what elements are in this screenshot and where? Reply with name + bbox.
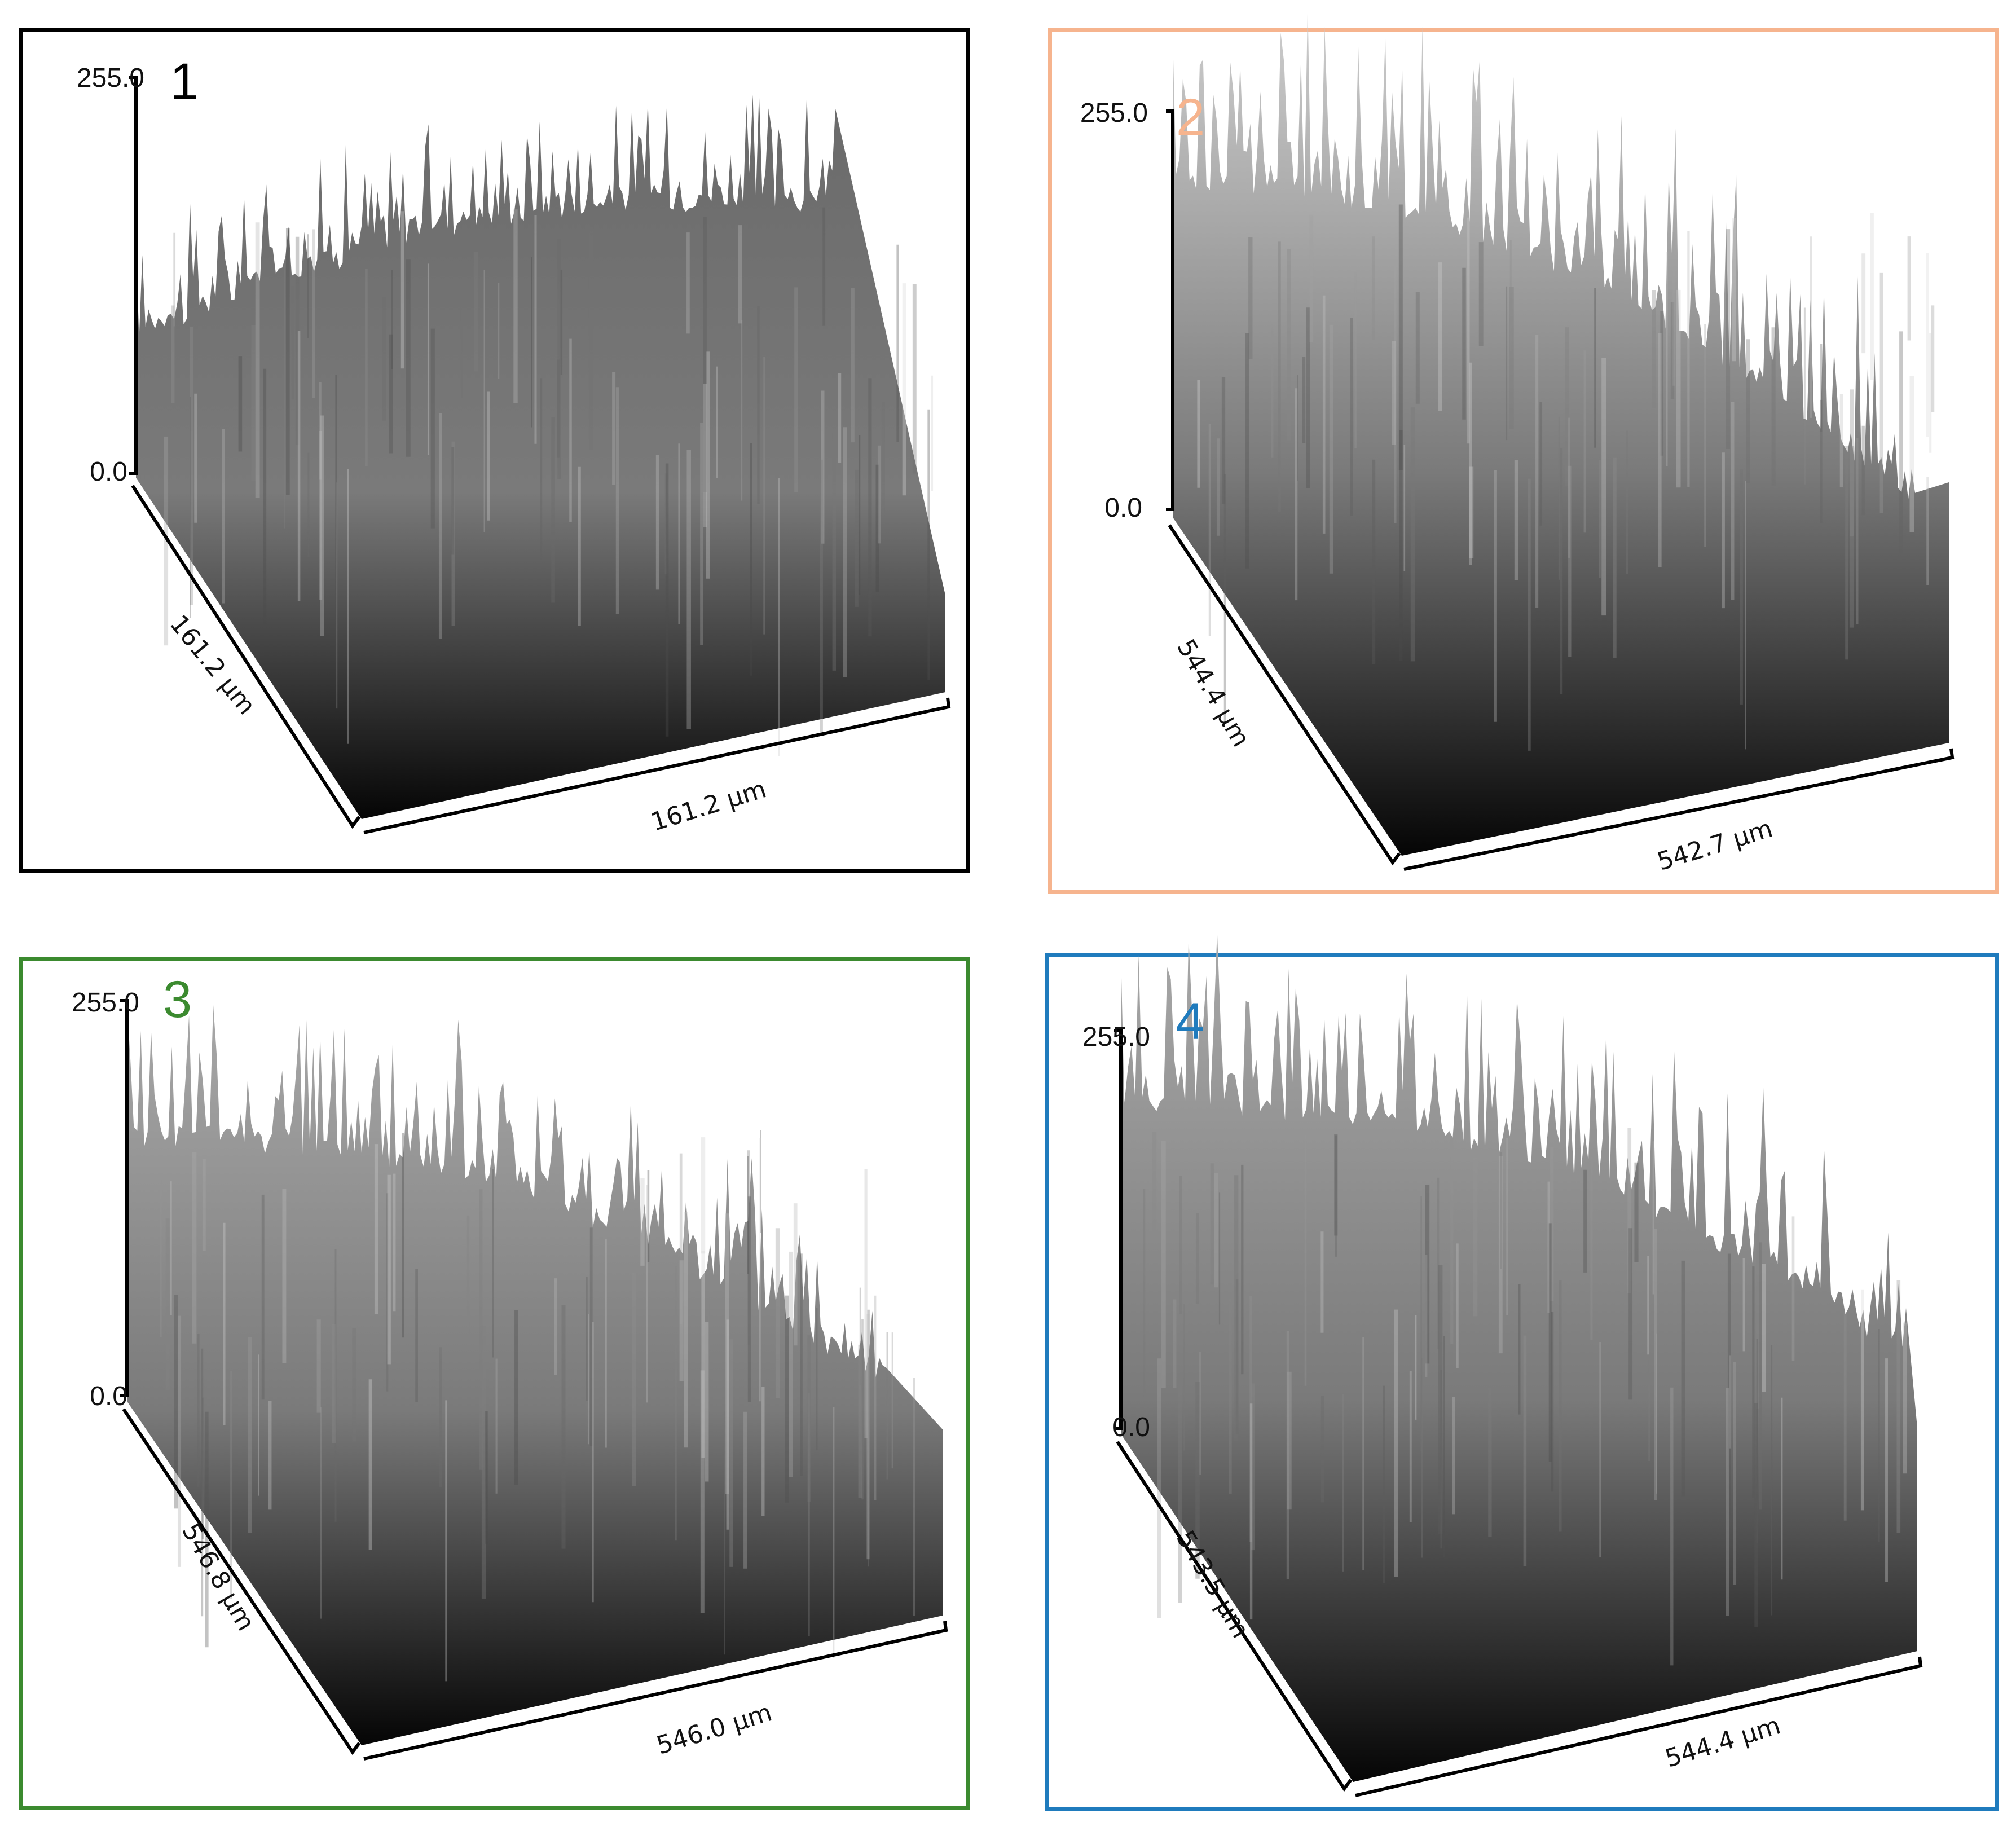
- panel-number: 3: [163, 971, 192, 1028]
- surface-plot-1: [129, 76, 951, 834]
- z-axis: [120, 999, 129, 1397]
- y-axis: [122, 1408, 361, 1755]
- z-max-label: 255.0: [1082, 1022, 1150, 1052]
- panel-number: 4: [1176, 993, 1205, 1050]
- x-axis: [363, 1621, 948, 1761]
- surface-plot-3: [120, 999, 948, 1761]
- surface-plot-4: [1114, 932, 1923, 1797]
- x-axis: [363, 697, 951, 834]
- x-axis: [1403, 748, 1955, 871]
- surface-plot-2: [1166, 4, 1955, 871]
- surface-body: [136, 93, 945, 820]
- z-axis: [129, 76, 138, 475]
- x-axis: [1355, 1656, 1923, 1797]
- z-max-label: 255.0: [76, 63, 144, 93]
- panel-number: 1: [170, 53, 199, 111]
- surface-panel-1: 1 255.0 0.0 161.2 µm 161.2 µm: [19, 28, 970, 873]
- surface-panel-3: 3 255.0 0.0 546.8 µm 546.0 µm: [19, 957, 970, 1810]
- y-axis: [131, 485, 361, 829]
- surface-body: [1173, 4, 1949, 856]
- z-max-label: 255.0: [71, 988, 139, 1018]
- surface-panel-4: 4 255.0 0.0 543.5 µm 544.4 µm: [1045, 932, 1999, 1811]
- z-min-label: 0.0: [90, 1381, 127, 1411]
- z-axis: [1114, 1029, 1123, 1430]
- z-axis: [1166, 109, 1174, 511]
- surface-body: [127, 1001, 943, 1745]
- panel-number: 2: [1176, 89, 1205, 146]
- surface-body: [1121, 932, 1917, 1782]
- surface-panel-2: 2 255.0 0.0 544.4 µm 542.7 µm: [1048, 4, 1999, 894]
- z-max-label: 255.0: [1080, 98, 1148, 128]
- y-axis: [1168, 524, 1401, 866]
- z-min-label: 0.0: [90, 457, 127, 487]
- z-min-label: 0.0: [1112, 1412, 1150, 1442]
- z-min-label: 0.0: [1104, 493, 1142, 523]
- y-axis: [1116, 1441, 1353, 1792]
